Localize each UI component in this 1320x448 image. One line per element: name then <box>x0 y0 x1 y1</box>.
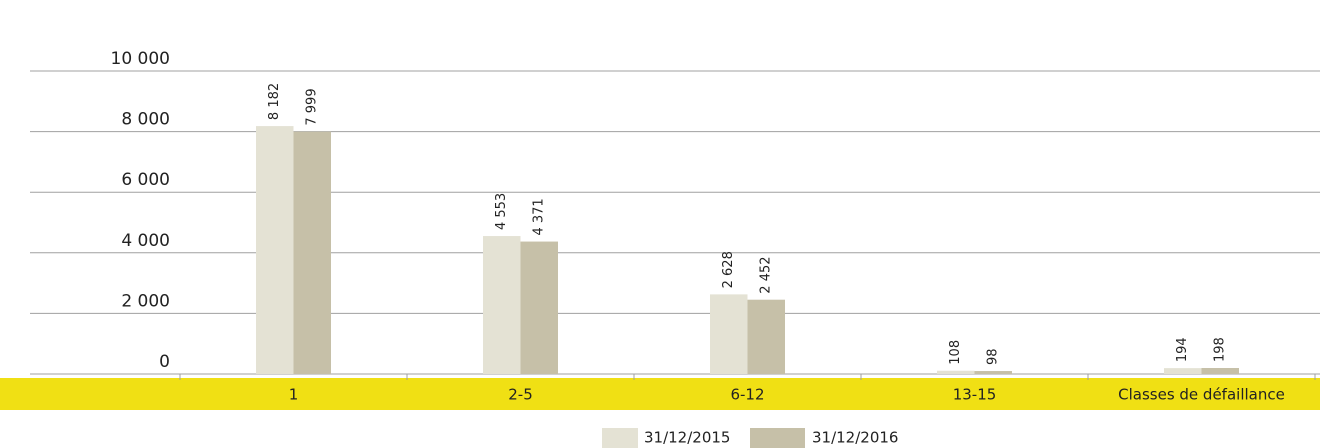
x-tick-label: 6-12 <box>730 386 764 404</box>
bar <box>974 371 1012 374</box>
value-label: 8 182 <box>267 83 282 120</box>
y-tick-label: 6 000 <box>121 170 170 190</box>
y-tick-label: 0 <box>159 352 170 372</box>
legend-swatch <box>750 428 805 448</box>
bar <box>256 126 294 374</box>
value-label: 108 <box>948 340 963 365</box>
value-label: 4 553 <box>494 193 509 230</box>
value-label: 194 <box>1175 337 1190 362</box>
bar <box>293 131 331 374</box>
value-label: 4 371 <box>532 198 547 235</box>
bar <box>520 241 558 374</box>
bar <box>747 299 785 374</box>
y-tick-label: 8 000 <box>121 110 170 130</box>
value-label: 2 452 <box>759 256 774 293</box>
x-tick-label: 1 <box>289 386 299 404</box>
bar <box>1201 368 1239 374</box>
value-label: 198 <box>1213 337 1228 362</box>
value-label: 7 999 <box>305 88 320 125</box>
legend-swatch <box>602 428 638 448</box>
y-tick-label: 2 000 <box>121 291 170 311</box>
legend-label: 31/12/2016 <box>812 429 898 447</box>
legend-label: 31/12/2015 <box>644 429 730 447</box>
bar <box>710 294 748 374</box>
value-label: 98 <box>986 348 1001 365</box>
value-label: 2 628 <box>721 251 736 288</box>
bar <box>483 236 521 374</box>
y-tick-label: 10 000 <box>111 49 170 69</box>
x-tick-label: 2-5 <box>508 386 533 404</box>
category-band <box>0 378 1320 410</box>
bar <box>937 370 975 374</box>
x-tick-label: 13-15 <box>953 386 997 404</box>
y-tick-label: 4 000 <box>121 231 170 251</box>
x-tick-label: Classes de défaillance <box>1118 386 1285 404</box>
bar <box>1164 368 1202 374</box>
